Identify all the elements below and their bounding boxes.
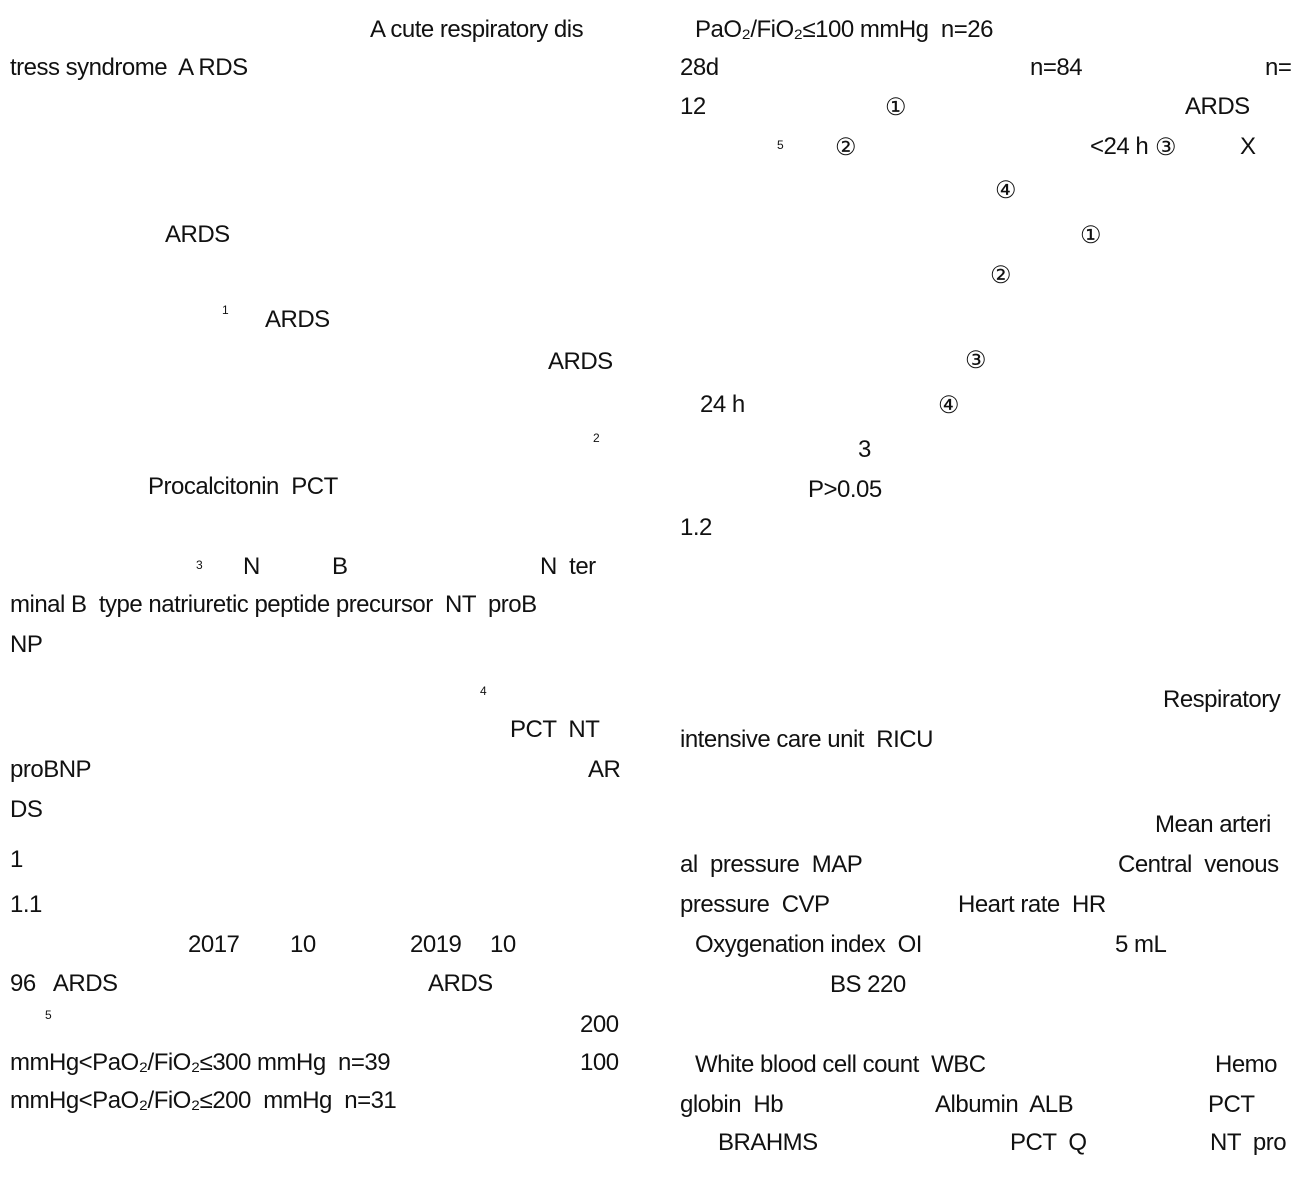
text-fragment: NT pro	[1210, 1129, 1287, 1156]
text-fragment: mmHg<PaO₂/FiO₂≤200 mmHg n=31	[10, 1087, 397, 1114]
text-fragment: 96 ARDS	[10, 970, 118, 997]
text-fragment: 24 h	[700, 391, 745, 418]
text-fragment: Respiratory	[1163, 686, 1281, 713]
text-fragment: intensive care unit RICU	[680, 726, 933, 753]
citation-superscript: 5	[777, 138, 784, 152]
text-fragment: 200	[580, 1011, 619, 1038]
text-fragment: 100	[580, 1049, 619, 1076]
text-fragment: n=	[1265, 54, 1292, 81]
text-fragment: Heart rate HR	[958, 891, 1106, 918]
citation-superscript: 1	[222, 303, 229, 317]
text-fragment: mmHg<PaO₂/FiO₂≤300 mmHg n=39	[10, 1049, 391, 1076]
text-fragment: <24 h	[1090, 133, 1149, 160]
text-fragment: P>0.05	[808, 476, 882, 503]
text-fragment: PCT	[1208, 1091, 1255, 1118]
text-fragment: ③	[965, 346, 987, 374]
text-fragment: 2017	[188, 931, 240, 958]
text-fragment: ①	[1080, 221, 1102, 249]
text-fragment: tress syndrome A RDS	[10, 54, 248, 81]
text-fragment: 28d	[680, 54, 719, 81]
text-fragment: 12	[680, 93, 706, 120]
text-fragment: 1.1	[10, 891, 42, 918]
text-fragment: ②	[990, 261, 1012, 289]
text-fragment: ①	[885, 93, 907, 121]
text-fragment: ④	[995, 176, 1017, 204]
text-fragment: ④	[938, 391, 960, 419]
text-fragment: B	[332, 553, 348, 580]
text-fragment: NP	[10, 631, 43, 658]
text-fragment: proBNP	[10, 756, 92, 783]
text-fragment: PCT NT	[510, 716, 600, 743]
text-fragment: pressure CVP	[680, 891, 830, 918]
text-fragment: PCT Q	[1010, 1129, 1087, 1156]
citation-superscript: 5	[45, 1008, 52, 1022]
text-fragment: ③	[1155, 133, 1177, 161]
text-fragment: ②	[835, 133, 857, 161]
text-fragment: ARDS	[1185, 93, 1250, 120]
text-fragment: 3	[858, 436, 871, 463]
text-fragment: Oxygenation index OI	[695, 931, 922, 958]
text-fragment: ARDS	[265, 306, 330, 333]
text-fragment: 1.2	[680, 514, 712, 541]
text-fragment: Mean arteri	[1155, 811, 1271, 838]
text-fragment: A cute respiratory dis	[370, 16, 584, 43]
text-fragment: BS 220	[830, 971, 906, 998]
text-fragment: al pressure MAP	[680, 851, 863, 878]
text-fragment: X	[1240, 133, 1256, 160]
text-fragment: N	[243, 553, 260, 580]
text-fragment: PaO₂/FiO₂≤100 mmHg n=26	[695, 16, 993, 43]
text-fragment: N ter	[540, 553, 596, 580]
text-fragment: ARDS	[165, 221, 230, 248]
text-fragment: AR	[588, 756, 621, 783]
text-fragment: 2019	[410, 931, 462, 958]
text-fragment: DS	[10, 796, 43, 823]
text-fragment: n=84	[1030, 54, 1083, 81]
text-fragment: Albumin ALB	[935, 1091, 1074, 1118]
text-fragment: Central venous	[1118, 851, 1279, 878]
citation-superscript: 2	[593, 431, 600, 445]
text-fragment: BRAHMS	[718, 1129, 818, 1156]
text-fragment: 10	[490, 931, 516, 958]
text-fragment: 10	[290, 931, 316, 958]
text-fragment: ARDS	[428, 970, 493, 997]
text-fragment: ARDS	[548, 348, 613, 375]
text-fragment: Hemo	[1215, 1051, 1278, 1078]
text-fragment: globin Hb	[680, 1091, 784, 1118]
text-fragment: minal B type natriuretic peptide precurs…	[10, 591, 537, 618]
text-fragment: 1	[10, 846, 23, 873]
text-fragment: Procalcitonin PCT	[148, 473, 338, 500]
citation-superscript: 4	[480, 684, 487, 698]
citation-superscript: 3	[196, 558, 203, 572]
text-fragment: White blood cell count WBC	[695, 1051, 986, 1078]
text-fragment: 5 mL	[1115, 931, 1167, 958]
